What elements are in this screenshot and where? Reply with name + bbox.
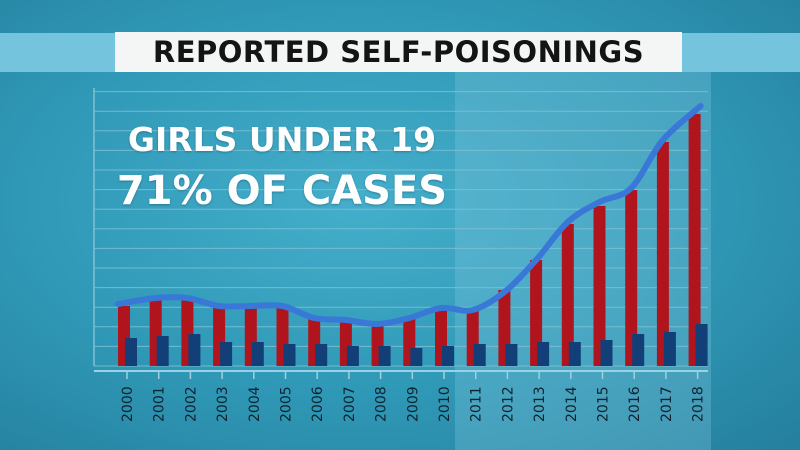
bar-boys-2015 bbox=[600, 340, 613, 366]
trend-line bbox=[115, 103, 704, 328]
x-tick-label-2002: 2002 bbox=[183, 386, 199, 422]
x-tick-label-2016: 2016 bbox=[627, 386, 643, 422]
x-tick-label-2008: 2008 bbox=[374, 386, 390, 422]
bar-girls-2015 bbox=[593, 206, 606, 366]
bar-girls-2013 bbox=[530, 260, 543, 366]
bar-boys-2004 bbox=[251, 342, 264, 366]
bar-boys-2017 bbox=[663, 332, 676, 366]
chart-title: REPORTED SELF-POISONINGS bbox=[152, 35, 645, 69]
bar-girls-2016 bbox=[625, 190, 638, 366]
x-tick-label-2007: 2007 bbox=[342, 386, 358, 422]
x-tick-label-2009: 2009 bbox=[405, 386, 421, 422]
bar-boys-2008 bbox=[378, 346, 391, 366]
x-tick-label-2018: 2018 bbox=[691, 386, 707, 422]
x-tick-label-2006: 2006 bbox=[310, 386, 326, 422]
bar-boys-2000 bbox=[125, 338, 137, 366]
trend-line-path bbox=[115, 103, 704, 328]
x-tick-label-2017: 2017 bbox=[659, 386, 675, 422]
x-tick-label-2001: 2001 bbox=[152, 386, 168, 422]
bars bbox=[118, 114, 708, 366]
x-tick-label-2005: 2005 bbox=[279, 386, 295, 422]
x-tick-label-2011: 2011 bbox=[469, 386, 485, 422]
x-axis: 2000 2001 2002 2003 2004 2005 2006 2007 2008 2009… bbox=[120, 371, 707, 422]
bar-girls-2017 bbox=[656, 142, 669, 366]
bar-boys-2006 bbox=[315, 344, 328, 366]
bar-boys-2009 bbox=[410, 348, 423, 366]
bar-boys-2016 bbox=[632, 334, 645, 366]
x-tick-label-2013: 2013 bbox=[532, 386, 548, 422]
bar-girls-2004 bbox=[244, 308, 257, 366]
bar-boys-2007 bbox=[346, 346, 359, 366]
bar-boys-2003 bbox=[220, 342, 233, 366]
bar-boys-2001 bbox=[156, 336, 169, 366]
bar-boys-2014 bbox=[568, 342, 581, 366]
bar-girls-2018 bbox=[688, 114, 701, 366]
bar-boys-2018 bbox=[695, 324, 708, 366]
grid bbox=[93, 88, 708, 372]
bar-boys-2010 bbox=[442, 346, 454, 366]
title-box: REPORTED SELF-POISONINGS bbox=[115, 32, 682, 72]
headline-line-1: GIRLS UNDER 19 bbox=[127, 120, 437, 159]
x-tick-label-2015: 2015 bbox=[596, 386, 612, 422]
x-tick-label-2004: 2004 bbox=[247, 386, 263, 422]
bar-boys-2012 bbox=[505, 344, 518, 366]
x-tick-label-2003: 2003 bbox=[215, 386, 231, 422]
bar-boys-2013 bbox=[537, 342, 550, 366]
bar-boys-2005 bbox=[283, 344, 296, 366]
x-tick-label-2014: 2014 bbox=[564, 386, 580, 422]
headline-line-2: 71% OF CASES bbox=[116, 168, 448, 214]
bar-girls-2014 bbox=[561, 224, 574, 366]
bar-boys-2011 bbox=[473, 344, 486, 366]
x-tick-label-2010: 2010 bbox=[437, 386, 453, 422]
bar-boys-2002 bbox=[188, 334, 201, 366]
x-tick-label-2000: 2000 bbox=[120, 386, 136, 422]
x-tick-label-2012: 2012 bbox=[500, 386, 516, 422]
